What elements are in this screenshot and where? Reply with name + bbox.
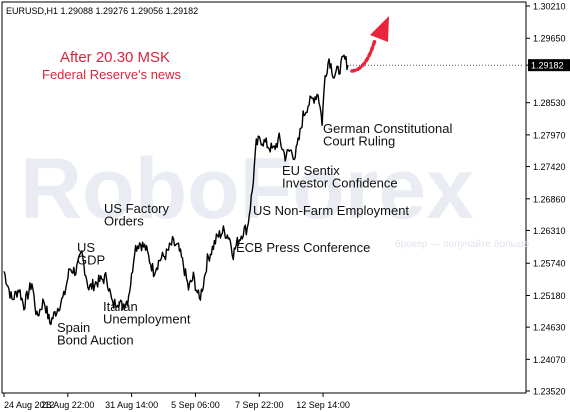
y-tick-label: 1.27970 — [533, 130, 566, 140]
annotation-german-court-line: German Constitutional — [323, 121, 452, 136]
y-tick-label: 1.26860 — [533, 194, 566, 204]
forecast-arrow-path — [350, 38, 377, 73]
annotation-spain-bond-auction: Spain Bond Auction — [57, 320, 134, 348]
y-tick-label: 1.26310 — [533, 226, 566, 236]
chart-header: EURUSD,H1 1.29088 1.29276 1.29056 1.2918… — [6, 6, 198, 16]
annotation-eu-sentix-line: EU Sentix — [282, 163, 340, 178]
x-tick-label: 24 Aug 2012 — [4, 400, 55, 410]
annotation-german-court-line: Court Ruling — [323, 134, 395, 149]
y-tick-label: 1.25180 — [533, 291, 566, 301]
current-price-label: 1.29182 — [531, 61, 564, 71]
annotation-us-factory-orders: US Factory Orders — [104, 201, 170, 229]
annotation-fed-news: Federal Reserve's news — [42, 67, 182, 82]
annotation-ecb-press: ECB Press Conference — [236, 240, 370, 255]
x-tick-label: 5 Sep 06:00 — [171, 400, 220, 410]
annotation-eu-sentix-line: Investor Confidence — [282, 176, 398, 191]
annotation-fed-news-line: Federal Reserve's news — [42, 67, 182, 82]
x-tick-label: 7 Sep 22:00 — [235, 400, 284, 410]
annotation-us-nonfarm: US Non-Farm Employment — [253, 203, 409, 218]
annotation-italian-unemployment: Italian Unemployment — [103, 299, 191, 327]
annotation-italian-unemployment-line: Unemployment — [103, 312, 191, 327]
y-tick-label: 1.30210 — [533, 2, 566, 12]
y-tick-label: 1.28530 — [533, 98, 566, 108]
annotation-us-factory-orders-line: US Factory — [104, 201, 170, 216]
annotation-eu-sentix: EU Sentix Investor Confidence — [282, 163, 398, 191]
annotation-spain-bond-auction-line: Spain — [57, 320, 90, 335]
watermark-text: RoboForex — [20, 141, 474, 237]
y-tick-label: 1.24070 — [533, 355, 566, 365]
y-tick-label: 1.24630 — [533, 323, 566, 333]
price-line — [3, 54, 349, 326]
annotation-ecb-press-line: ECB Press Conference — [236, 240, 370, 255]
annotation-us-gdp: US GDP — [77, 240, 105, 268]
x-tick-label: 31 Aug 14:00 — [105, 400, 158, 410]
annotation-after-msk-line: After 20.30 MSK — [60, 49, 170, 66]
annotation-us-gdp-line: GDP — [77, 253, 105, 268]
annotation-us-factory-orders-line: Orders — [104, 214, 144, 229]
y-tick-label: 1.25740 — [533, 259, 566, 269]
annotation-spain-bond-auction-line: Bond Auction — [57, 333, 134, 348]
annotation-after-msk: After 20.30 MSK — [60, 49, 170, 66]
y-tick-label: 1.27420 — [533, 162, 566, 172]
x-tick-label: 28 Aug 22:00 — [41, 400, 94, 410]
forecast-arrow-head — [370, 16, 389, 42]
annotation-german-court: German Constitutional Court Ruling — [323, 121, 452, 149]
current-price-box — [528, 59, 570, 72]
watermark-tagline: брокер — получайте больше — [395, 238, 530, 250]
x-tick-label: 12 Sep 14:00 — [296, 400, 350, 410]
y-tick-label: 1.23520 — [533, 387, 566, 397]
y-tick-label: 1.29650 — [533, 34, 566, 44]
plot-frame — [1, 1, 527, 394]
annotation-us-gdp-line: US — [77, 240, 95, 255]
annotation-italian-unemployment-line: Italian — [103, 299, 138, 314]
annotation-us-nonfarm-line: US Non-Farm Employment — [253, 203, 409, 218]
